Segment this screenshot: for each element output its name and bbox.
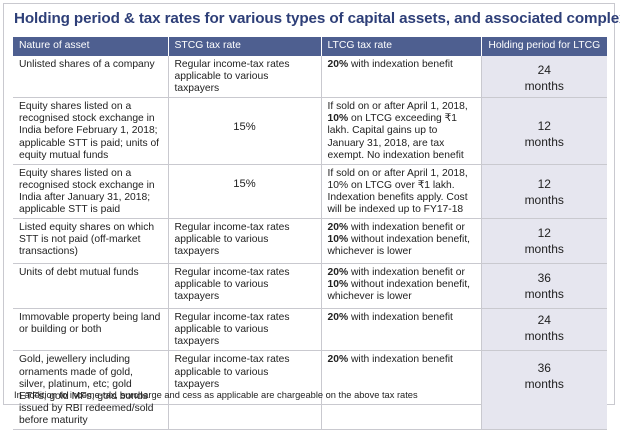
ltcg-rate: 10% <box>327 113 349 125</box>
ltcg-text: If sold on or after April 1, 2018, <box>327 101 468 113</box>
ltcg-rate: 10% <box>327 234 349 246</box>
stcg-cell: Regular income-tax rates applicable to v… <box>168 218 322 265</box>
ltcg-text: on LTCG exceeding ₹1 lakh. Capital gains… <box>327 113 464 161</box>
ltcg-text: with indexation benefit or <box>348 267 465 279</box>
table-row: Listed equity shares on which STT is not… <box>13 218 607 265</box>
asset-cell: Immovable property being land or buildin… <box>13 308 169 352</box>
ltcg-rate: 20% <box>327 354 349 366</box>
stcg-cell: 15% <box>168 164 322 220</box>
column-header-holding: Holding period for LTCG <box>481 37 607 56</box>
ltcg-cell: 20% with indexation benefit <box>321 308 482 352</box>
asset-cell: Equity shares listed on a recognised sto… <box>13 97 169 165</box>
holding-cell: 12 months <box>481 164 607 220</box>
ltcg-cell: If sold on or after April 1, 2018, 10% o… <box>321 97 482 165</box>
stcg-cell: Regular income-tax rates applicable to v… <box>168 56 322 99</box>
holding-unit: months <box>524 287 564 302</box>
ltcg-rate: 20% <box>327 59 349 70</box>
holding-number: 12 <box>537 119 551 134</box>
asset-cell: Equity shares listed on a recognised sto… <box>13 164 169 220</box>
holding-unit: months <box>524 192 564 207</box>
holding-number: 36 <box>537 271 551 286</box>
tax-rates-table: Nature of asset STCG tax rate LTCG tax r… <box>13 37 607 430</box>
stcg-cell: 15% <box>168 97 322 165</box>
ltcg-text: with indexation benefit <box>348 312 453 324</box>
stcg-cell: Regular income-tax rates applicable to v… <box>168 308 322 352</box>
ltcg-cell: If sold on or after April 1, 2018, 10% o… <box>321 164 482 220</box>
table-row: Unlisted shares of a company Regular inc… <box>13 56 607 99</box>
ltcg-cell: 20% with indexation benefit or 10% witho… <box>321 263 482 310</box>
table-row: Immovable property being land or buildin… <box>13 308 607 352</box>
stcg-cell: Regular income-tax rates applicable to v… <box>168 263 322 310</box>
holding-number: 12 <box>537 176 551 191</box>
asset-cell: Units of debt mutual funds <box>13 263 169 310</box>
column-header-asset: Nature of asset <box>13 37 169 56</box>
holding-unit: months <box>524 79 564 93</box>
ltcg-text: without indexation benefit, whichever is… <box>327 234 471 258</box>
holding-cell: 24 months <box>481 308 607 352</box>
ltcg-rate: 20% <box>327 312 349 324</box>
ltcg-rate: 20% <box>327 222 349 234</box>
ltcg-text: with indexation benefit <box>348 354 453 366</box>
column-header-ltcg: LTCG tax rate <box>321 37 482 56</box>
holding-cell: 24 months <box>481 56 607 99</box>
footnote: In addition to income-tax, surcharge and… <box>14 390 418 400</box>
asset-cell: Listed equity shares on which STT is not… <box>13 218 169 265</box>
holding-unit: months <box>524 377 564 392</box>
ltcg-text: with indexation benefit or <box>348 222 465 234</box>
table-row: Equity shares listed on a recognised sto… <box>13 164 607 220</box>
holding-number: 24 <box>537 313 551 328</box>
holding-unit: months <box>524 242 564 257</box>
table-row: Units of debt mutual funds Regular incom… <box>13 263 607 310</box>
holding-unit: months <box>524 135 564 150</box>
holding-cell: 12 months <box>481 97 607 165</box>
column-header-stcg: STCG tax rate <box>168 37 322 56</box>
infographic-frame: Holding period & tax rates for various t… <box>3 3 620 430</box>
holding-cell: 36 months <box>481 350 607 430</box>
holding-cell: 36 months <box>481 263 607 310</box>
ltcg-cell: 20% with indexation benefit or 10% witho… <box>321 218 482 265</box>
ltcg-rate: 20% <box>327 267 349 279</box>
table-header-row: Nature of asset STCG tax rate LTCG tax r… <box>13 37 607 56</box>
ltcg-rate: 10% <box>327 279 349 291</box>
holding-number: 24 <box>537 63 551 77</box>
holding-number: 36 <box>537 361 551 376</box>
table-row: Equity shares listed on a recognised sto… <box>13 97 607 165</box>
holding-unit: months <box>524 329 564 344</box>
asset-cell: Unlisted shares of a company <box>13 56 169 99</box>
page-title: Holding period & tax rates for various t… <box>14 10 620 27</box>
ltcg-cell: 20% with indexation benefit <box>321 56 482 99</box>
ltcg-text: without indexation benefit, whichever is… <box>327 279 471 303</box>
holding-cell: 12 months <box>481 218 607 265</box>
ltcg-text: with indexation benefit <box>348 59 453 70</box>
holding-number: 12 <box>537 226 551 241</box>
